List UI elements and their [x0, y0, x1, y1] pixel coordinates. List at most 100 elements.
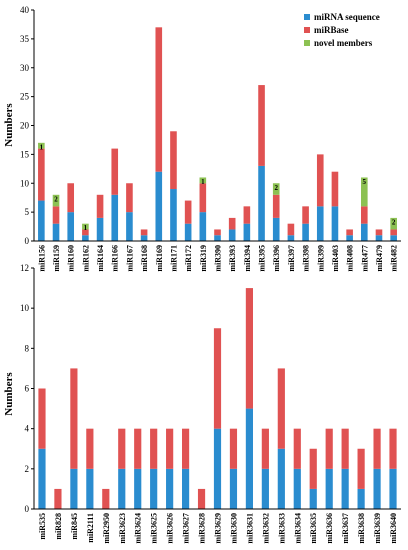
- chart-top-bar-mirbase: [375, 229, 383, 236]
- chart-bottom-bar-mirbase: [341, 428, 349, 469]
- chart-top-x-tick-label: miR393: [228, 245, 237, 272]
- chart-bottom-bar-mirna-sequence: [150, 468, 158, 509]
- chart-top-bar-annotation: 2: [54, 195, 58, 203]
- chart-top-bar-mirbase: [140, 229, 148, 236]
- chart-top-annotations: 1 2 1 1 2 5 2: [40, 143, 396, 232]
- chart-bottom-bar-mirbase: [309, 448, 317, 489]
- chart-top-x-tick-label: miR160: [67, 245, 76, 272]
- chart-bottom-bar-mirna-sequence: [389, 468, 397, 509]
- chart-top-bar-mirna-sequence: [214, 235, 221, 241]
- chart-top-y-axis-title: Numbers: [3, 103, 15, 147]
- chart-top-x-tick-label: miR408: [346, 245, 355, 272]
- chart-bottom-x-tick-label: miR3625: [150, 513, 159, 544]
- chart-bottom-bar-mirna-sequence: [134, 468, 142, 509]
- legend-swatch-mirbase: [304, 27, 310, 33]
- chart-top-y-tick-label: 20: [20, 121, 30, 131]
- chart-top-x-tick-label: miR482: [390, 245, 399, 272]
- chart-top-y-tick-label: 0: [25, 236, 30, 246]
- chart-bottom-x-tick-label: miR535: [38, 513, 47, 540]
- chart-top-x-tick-label: miR167: [125, 245, 134, 272]
- chart-bottom-x-tick-label: miR2950: [102, 513, 111, 544]
- chart-bottom-bar-mirbase: [229, 428, 238, 469]
- chart-bottom-y-axis-title: Numbers: [3, 372, 15, 416]
- chart-bottom-y-tick-label: 0: [25, 504, 30, 514]
- chart-top-bar-mirna-sequence: [390, 235, 397, 241]
- chart-bottom-x-tick-label: miR845: [70, 513, 79, 540]
- chart-top-bar-mirbase: [361, 206, 368, 224]
- chart-top-bar-mirna-sequence: [316, 206, 324, 241]
- chart-top-bar-mirna-sequence: [228, 229, 236, 241]
- chart-top-bar-mirbase: [170, 131, 177, 190]
- chart-top-x-tick-label: miR398: [302, 245, 311, 272]
- chart-top-bar-mirna-sequence: [111, 194, 119, 241]
- chart-top-bar-mirbase: [126, 183, 133, 213]
- chart-top-bar-novel-members: [82, 223, 89, 230]
- chart-bottom-y-tick-label: 2: [25, 464, 30, 474]
- chart-bottom-x-tick-label: miR3636: [325, 513, 334, 544]
- chart-top-x-tick-label: miR164: [96, 245, 105, 272]
- chart-top-x-tick-label: miR166: [111, 245, 120, 272]
- chart-bottom-x-tick-label: miR3639: [373, 513, 382, 544]
- chart-bottom-bar-mirbase: [261, 428, 269, 469]
- chart-bottom-x-tick-label: miR3630: [229, 513, 238, 544]
- chart-top-bar-mirna-sequence: [38, 200, 45, 241]
- chart-top-bar-mirna-sequence: [184, 223, 192, 241]
- chart-bottom-x-tick-label: miR3634: [293, 513, 302, 544]
- chart-bottom-x-tick-label: miR3629: [214, 513, 223, 544]
- chart-bottom-bar-mirbase: [118, 428, 126, 469]
- chart-bottom-x-tick-label: miR3627: [182, 513, 191, 544]
- chart-bottom-bar-mirna-sequence: [213, 428, 222, 509]
- chart-top-bar-mirbase: [331, 171, 339, 207]
- chart-bottom-bar-mirna-sequence: [325, 468, 333, 509]
- chart-top-y-tick-label: 15: [20, 149, 30, 159]
- chart-bottom-x-tick-label: miR3624: [134, 513, 143, 544]
- chart-top-x-tick-label: miR390: [214, 245, 223, 272]
- chart-bottom-bar-mirbase: [182, 428, 190, 469]
- chart-top-x-tick-label: miR172: [184, 245, 193, 272]
- chart-top-x-tick-label: miR397: [287, 245, 296, 272]
- chart-bottom-bar-mirna-sequence: [70, 468, 78, 509]
- chart-top-bar-mirbase: [155, 27, 163, 172]
- legend-label-mirna-sequence: miRNA sequence: [314, 12, 380, 22]
- chart-top-x-tick-label: miR162: [81, 245, 90, 272]
- chart-bottom-bar-mirna-sequence: [166, 468, 174, 509]
- chart-top-bar-mirbase: [82, 229, 89, 236]
- chart-bottom-bar-mirna-sequence: [293, 468, 301, 509]
- chart-top-bar-mirna-sequence: [287, 235, 295, 241]
- chart-bottom-bar-mirna-sequence: [245, 408, 253, 509]
- chart-bottom-bar-mirna-sequence: [373, 468, 381, 509]
- chart-top-bar-annotation: 1: [84, 224, 88, 232]
- chart-bottom-x-tick-label: miR3637: [341, 513, 350, 544]
- chart-top-bar-mirna-sequence: [82, 235, 89, 241]
- chart-top-x-tick-label: miR396: [272, 245, 281, 272]
- chart-top-bar-mirbase: [199, 183, 207, 213]
- chart-top-bar-novel-members: [52, 194, 60, 207]
- chart-top-bar-mirbase: [96, 194, 104, 218]
- chart-top-bar-mirbase: [38, 148, 45, 201]
- chart-top-bar-mirbase: [302, 206, 309, 224]
- chart-top-bar-mirna-sequence: [302, 223, 309, 241]
- chart-top-x-tick-label: miR159: [52, 245, 61, 272]
- chart-top-bar-annotation: 1: [201, 178, 205, 186]
- chart-top-x-tick-label: miR171: [169, 245, 178, 272]
- chart-top-bar-mirna-sequence: [361, 223, 368, 241]
- chart-top-bar-mirbase: [287, 223, 295, 236]
- chart-top-bar-annotation: 1: [40, 143, 44, 151]
- chart-bottom-y-tick-label: 10: [20, 303, 30, 313]
- chart-bottom-x-tick-label: miR2111: [86, 513, 95, 543]
- chart-top-x-ticks: miR156 miR159 miR160 miR162 miR164 miR166 miR1…: [37, 245, 398, 272]
- chart-top-bar-mirbase: [316, 154, 324, 207]
- chart-bottom-bar-mirbase: [102, 488, 110, 509]
- chart-top-bar-mirna-sequence: [155, 171, 163, 241]
- chart-top-bar-mirna-sequence: [243, 223, 251, 241]
- chart-bottom-y-tick-label: 4: [25, 424, 30, 434]
- chart-bottom-x-tick-label: miR3623: [118, 513, 127, 544]
- chart-top-legend: miRNA sequence miRBase novel members: [304, 12, 380, 48]
- chart-top-y-tick-label: 35: [20, 34, 30, 44]
- chart-bottom-bar-mirbase: [373, 428, 381, 469]
- chart-bottom-x-ticks: miR535 miR828 miR845 miR2111 miR2950 miR3623 m…: [38, 513, 398, 544]
- chart-top-bars: [38, 27, 397, 242]
- chart-bottom-y-tick-label: 12: [20, 263, 29, 273]
- chart-top-x-tick-label: miR403: [331, 245, 340, 272]
- chart-top-y-tick-label: 10: [20, 178, 30, 188]
